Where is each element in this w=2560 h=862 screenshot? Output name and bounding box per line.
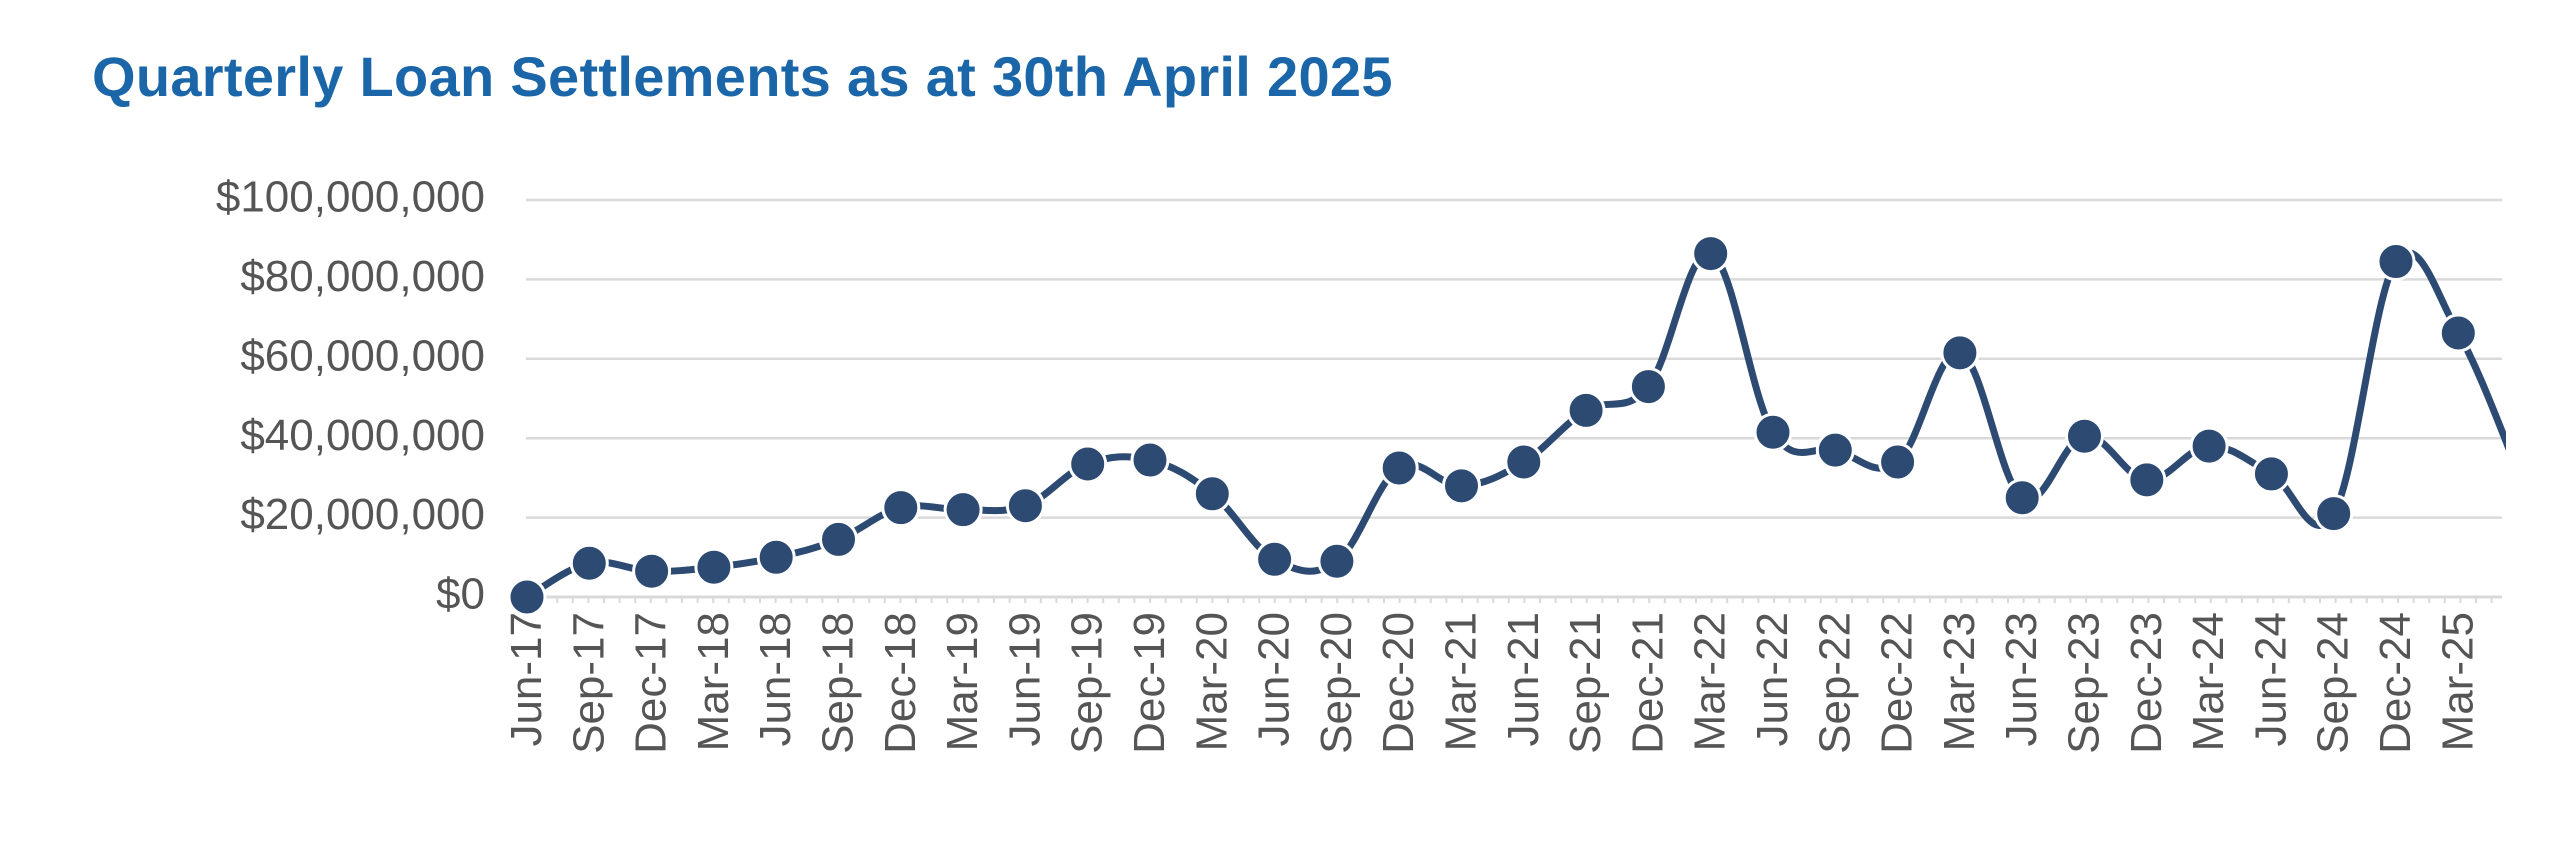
x-tick-label: Sep-18 <box>814 612 863 754</box>
data-point <box>694 547 734 587</box>
data-point <box>2314 494 2354 534</box>
data-point <box>1691 234 1731 274</box>
data-point <box>2065 416 2104 456</box>
x-tick-label: Dec-18 <box>876 612 925 754</box>
data-point <box>1878 442 1918 482</box>
data-point <box>943 490 983 530</box>
y-tick-label: $100,000,000 <box>216 173 485 222</box>
data-point <box>1255 539 1295 579</box>
x-tick-label: Sep-21 <box>1561 612 1610 754</box>
x-tick-label: Jun-21 <box>1499 612 1548 747</box>
data-point <box>2438 313 2478 353</box>
x-tick-label: Sep-23 <box>2060 612 2109 754</box>
x-tick-label: Jun-18 <box>751 612 800 747</box>
data-point <box>881 488 921 528</box>
x-tick-label: Dec-20 <box>1374 612 1423 754</box>
x-tick-label: Jun-23 <box>1997 612 2046 747</box>
x-tick-label: Mar-21 <box>1437 612 1486 751</box>
y-tick-label: $0 <box>436 570 485 619</box>
x-tick-label: Dec-17 <box>627 612 676 754</box>
data-point <box>1628 367 1668 407</box>
data-point <box>1566 390 1606 430</box>
grid-lines <box>525 198 2502 603</box>
data-point <box>2251 454 2291 494</box>
x-tick-label: Mar-19 <box>938 612 987 751</box>
data-point <box>819 519 858 559</box>
x-tick-label: Mar-25 <box>2433 612 2482 751</box>
data-point <box>1442 466 1481 506</box>
x-tick-label: Jun-22 <box>1748 612 1797 747</box>
data-point <box>756 537 796 577</box>
x-tick-label: Jun-20 <box>1250 612 1299 747</box>
data-point <box>1753 412 1793 452</box>
x-tick-label: Mar-24 <box>2184 612 2233 751</box>
chart-title: Quarterly Loan Settlements as at 30th Ap… <box>92 45 1393 108</box>
x-tick-label: Sep-19 <box>1063 612 1112 754</box>
data-point <box>1192 474 1232 514</box>
x-axis-tick-labels: Jun-17 Sep-17 Dec-17 Mar-18 Jun-18 Sep-18 Dec-… <box>502 612 2482 754</box>
data-point <box>1317 541 1357 581</box>
x-tick-label: Mar-20 <box>1187 612 1236 751</box>
x-tick-label: Mar-22 <box>1686 612 1735 751</box>
data-point <box>1940 333 1980 373</box>
x-tick-label: Dec-22 <box>1873 612 1922 754</box>
data-point <box>2127 460 2167 500</box>
data-point <box>507 577 547 617</box>
x-tick-label: Sep-22 <box>1810 612 1859 754</box>
data-point <box>569 543 609 583</box>
data-point <box>2002 478 2042 518</box>
y-tick-label: $20,000,000 <box>240 490 485 539</box>
x-tick-label: Sep-24 <box>2309 612 2358 754</box>
y-tick-label: $40,000,000 <box>240 411 485 460</box>
x-tick-label: Dec-21 <box>1623 612 1672 754</box>
data-point <box>1130 440 1170 480</box>
x-tick-label: Dec-19 <box>1125 612 1174 754</box>
x-tick-label: Dec-23 <box>2122 612 2171 754</box>
data-point <box>1815 430 1855 470</box>
data-point <box>2189 426 2229 466</box>
series-marker-layer <box>507 234 2478 617</box>
x-tick-label: Sep-17 <box>564 612 613 754</box>
data-point <box>1504 442 1544 482</box>
x-tick-label: Jun-19 <box>1000 612 1049 747</box>
y-tick-label: $80,000,000 <box>240 252 485 301</box>
y-axis-tick-labels: $0 $20,000,000 $40,000,000 $60,000,000 $80,0… <box>216 173 485 619</box>
y-tick-label: $60,000,000 <box>240 331 485 380</box>
data-point <box>1379 448 1419 488</box>
data-point <box>1068 444 1108 484</box>
data-point <box>2376 242 2416 282</box>
x-tick-label: Sep-20 <box>1312 612 1361 754</box>
data-point <box>1005 486 1045 526</box>
x-tick-label: Jun-24 <box>2246 612 2295 747</box>
data-point <box>632 551 672 591</box>
x-tick-label: Dec-24 <box>2371 612 2420 754</box>
x-tick-label: Mar-18 <box>689 612 738 751</box>
x-tick-label: Mar-23 <box>1935 612 1984 751</box>
x-tick-label: Jun-17 <box>502 612 551 747</box>
